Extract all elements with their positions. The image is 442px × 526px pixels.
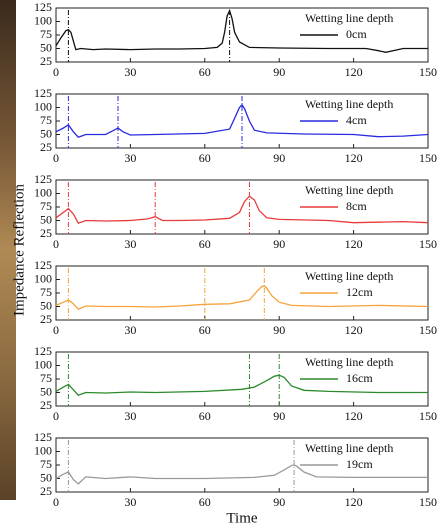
legend-title: Wetting line depth [305,183,393,197]
x-tick-label: 90 [273,237,285,251]
x-tick-label: 0 [53,323,59,337]
y-tick-label: 75 [40,27,52,41]
y-tick-label: 25 [40,54,52,68]
x-tick-label: 120 [345,65,363,79]
y-tick-label: 125 [34,0,52,14]
y-tick-label: 75 [40,457,52,471]
x-tick-label: 30 [124,65,136,79]
page: 2550751001250306090120150Wetting line de… [0,0,442,526]
x-tick-label: 150 [419,151,437,165]
legend-label: 4cm [346,113,367,127]
x-axis-label: Time [226,510,257,526]
x-tick-label: 30 [124,409,136,423]
x-tick-label: 150 [419,323,437,337]
legend-title: Wetting line depth [305,97,393,111]
legend-label: 12cm [346,285,373,299]
y-tick-label: 50 [40,384,52,398]
x-tick-label: 30 [124,237,136,251]
x-tick-label: 150 [419,495,437,509]
x-tick-label: 0 [53,237,59,251]
x-tick-label: 120 [345,495,363,509]
x-tick-label: 60 [199,65,211,79]
x-tick-label: 0 [53,409,59,423]
y-tick-label: 125 [34,344,52,358]
legend-label: 16cm [346,371,373,385]
chart: 2550751001250306090120150Wetting line de… [0,0,442,526]
x-tick-label: 60 [199,237,211,251]
y-tick-label: 50 [40,212,52,226]
y-tick-label: 25 [40,226,52,240]
y-tick-label: 125 [34,430,52,444]
y-tick-label: 100 [34,99,52,113]
y-tick-label: 100 [34,185,52,199]
y-tick-label: 125 [34,86,52,100]
legend-title: Wetting line depth [305,355,393,369]
legend-title: Wetting line depth [305,269,393,283]
x-tick-label: 120 [345,323,363,337]
y-tick-label: 125 [34,172,52,186]
y-tick-label: 100 [34,13,52,27]
x-tick-label: 60 [199,495,211,509]
y-tick-label: 125 [34,258,52,272]
x-tick-label: 30 [124,151,136,165]
x-tick-label: 0 [53,65,59,79]
legend-label: 8cm [346,199,367,213]
x-tick-label: 120 [345,409,363,423]
x-tick-label: 0 [53,495,59,509]
x-tick-label: 150 [419,409,437,423]
y-tick-label: 25 [40,140,52,154]
x-tick-label: 90 [273,495,285,509]
y-tick-label: 50 [40,40,52,54]
y-tick-label: 100 [34,271,52,285]
y-tick-label: 50 [40,126,52,140]
x-tick-label: 60 [199,323,211,337]
legend-title: Wetting line depth [305,11,393,25]
x-tick-label: 90 [273,409,285,423]
x-tick-label: 30 [124,323,136,337]
x-tick-label: 30 [124,495,136,509]
y-tick-label: 50 [40,298,52,312]
series-line [56,196,428,223]
y-axis-label: Impedance Reflection [11,183,27,316]
y-tick-label: 25 [40,398,52,412]
y-tick-label: 75 [40,199,52,213]
x-tick-label: 120 [345,151,363,165]
y-tick-label: 100 [34,357,52,371]
x-tick-label: 150 [419,237,437,251]
y-tick-label: 75 [40,285,52,299]
x-tick-label: 90 [273,323,285,337]
legend-label: 0cm [346,27,367,41]
x-tick-label: 90 [273,65,285,79]
x-tick-label: 120 [345,237,363,251]
y-tick-label: 50 [40,470,52,484]
y-tick-label: 75 [40,371,52,385]
x-tick-label: 150 [419,65,437,79]
y-tick-label: 100 [34,443,52,457]
y-tick-label: 25 [40,312,52,326]
x-tick-label: 60 [199,409,211,423]
x-tick-label: 90 [273,151,285,165]
y-tick-label: 25 [40,484,52,498]
y-tick-label: 75 [40,113,52,127]
x-tick-label: 0 [53,151,59,165]
x-tick-label: 60 [199,151,211,165]
legend-title: Wetting line depth [305,441,393,455]
legend-label: 19cm [346,457,373,471]
